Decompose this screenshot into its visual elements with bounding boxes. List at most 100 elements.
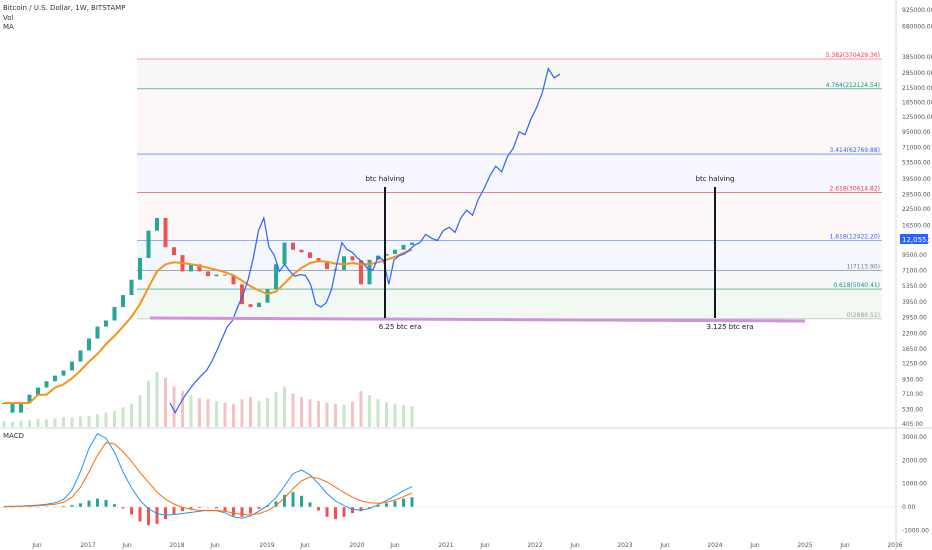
macd-hist-bar [351, 507, 354, 514]
price-candle [206, 271, 210, 277]
price-tick-label: 1650.00 [902, 346, 927, 353]
volume-bar [308, 399, 312, 427]
volume-bar [257, 400, 261, 427]
time-axis: Jun 2017 Jun 2018 Jun 2019 Jun 2020 Jun 2021 Jun 20… [31, 542, 902, 549]
price-label: 12,055.00 [902, 236, 932, 244]
price-tick-label: 2950.00 [902, 315, 927, 322]
macd-hist-bar [308, 502, 312, 507]
price-tick-label: 165000.00 [902, 99, 932, 106]
price-tick-label: 39500.00 [902, 176, 931, 183]
price-candle [70, 361, 74, 371]
time-tick-label: 2021 [438, 542, 453, 549]
price-candle [350, 256, 355, 261]
time-tick-label: Jun [749, 542, 760, 549]
price-candle [248, 304, 253, 308]
time-tick-label: Jun [209, 542, 220, 549]
price-candle [121, 295, 125, 308]
price-candle [36, 387, 40, 395]
volume-bar [53, 418, 57, 427]
time-tick-label: 2023 [617, 542, 632, 549]
price-candle [87, 338, 91, 351]
fib-zone [137, 240, 882, 271]
volume-bar [232, 403, 235, 427]
macd-tick-label: 2000.00 [902, 457, 927, 464]
price-series [2, 66, 806, 519]
volume-bar [172, 386, 176, 427]
price-candle [78, 350, 83, 362]
price-tick-label: 22500.00 [902, 206, 931, 213]
time-tick-label: 2020 [349, 542, 364, 549]
volume-bar [359, 391, 363, 427]
price-tick-label: 5350.00 [902, 283, 927, 290]
time-tick-label: 2025 [797, 542, 812, 549]
price-tick-label: 53500.00 [902, 160, 931, 167]
volume-bar [368, 395, 371, 427]
fib-level-label: 4.764(212124.54) [826, 82, 880, 89]
price-tick-label: 7100.00 [902, 268, 927, 275]
volume-bar [402, 405, 405, 427]
macd-hist-bar [189, 507, 193, 509]
volume-bar [274, 392, 278, 427]
price-candle [10, 402, 15, 413]
time-tick-label: 2024 [707, 542, 722, 549]
macd-hist-bar [138, 507, 142, 522]
macd-hist-bar [130, 507, 133, 515]
ma-line [4, 248, 413, 404]
halving-label: btc halving [366, 175, 405, 183]
volume-bar [223, 402, 227, 427]
fibonacci-retracement[interactable]: 0(2886.52) 0.618(5040.41) 1(7113.90) 1.618(… [137, 52, 882, 320]
volume-bar [130, 403, 133, 427]
macd-hist-bar [334, 507, 337, 520]
price-tick-label: 16500.00 [902, 223, 931, 230]
price-tick-label: 29500.00 [902, 191, 931, 198]
symbol-title[interactable]: Bitcoin / U.S. Dollar, 1W, BITSTAMP [3, 4, 126, 12]
volume-label[interactable]: Vol [3, 14, 14, 22]
volume-bar [87, 416, 91, 427]
macd-tick-label: 0.00 [902, 504, 916, 511]
macd-hist-bar [240, 507, 244, 517]
ma-label[interactable]: MA [3, 23, 14, 31]
macd-hist-bar [325, 507, 329, 517]
macd-label[interactable]: MACD [3, 432, 24, 440]
price-candle [231, 275, 236, 285]
price-tick-label: 3950.00 [902, 299, 927, 306]
volume-bar [113, 410, 116, 427]
macd-hist-bar [274, 501, 278, 507]
volume-bar [300, 396, 303, 427]
macd-hist-bar [317, 507, 320, 511]
price-tick-label: 925000.00 [902, 7, 932, 14]
volume-bar [181, 391, 184, 427]
volume-bar [198, 398, 201, 427]
price-candle [104, 320, 108, 327]
macd-hist-bar [291, 492, 295, 507]
fib-level-label: 1(7113.90) [847, 264, 880, 271]
macd-hist-bar [172, 507, 176, 514]
volume-bar [206, 399, 210, 427]
volume-bar [96, 414, 99, 427]
fib-zone [137, 58, 882, 89]
time-tick-label: Jun [299, 542, 310, 549]
macd-hist-bar [181, 507, 184, 512]
price-tick-label: 2200.00 [902, 330, 927, 337]
support-line [149, 316, 806, 323]
price-candle [112, 307, 117, 321]
price-candle [359, 260, 363, 285]
volume-bars [2, 372, 414, 427]
macd-hist-bar [215, 507, 218, 509]
price-candle [291, 242, 295, 250]
volume-bar [138, 395, 142, 427]
macd-hist-bar [223, 507, 227, 512]
volume-bar [2, 421, 6, 427]
volume-bar [283, 386, 286, 427]
time-tick-label: 2017 [80, 542, 95, 549]
time-tick-label: Jun [121, 542, 132, 549]
price-candle [308, 252, 312, 258]
price-candle [27, 394, 32, 403]
price-tick-label: 95000.00 [902, 129, 931, 136]
time-tick-label: 2022 [527, 542, 542, 549]
macd-hist-bar [385, 503, 388, 507]
price-candle [129, 279, 134, 296]
btc-fractal-line [169, 215, 421, 414]
annotations[interactable]: btc halving 6.25 btc era btc halving 3.125 … [366, 175, 754, 331]
macd-hist-bar [393, 500, 397, 507]
